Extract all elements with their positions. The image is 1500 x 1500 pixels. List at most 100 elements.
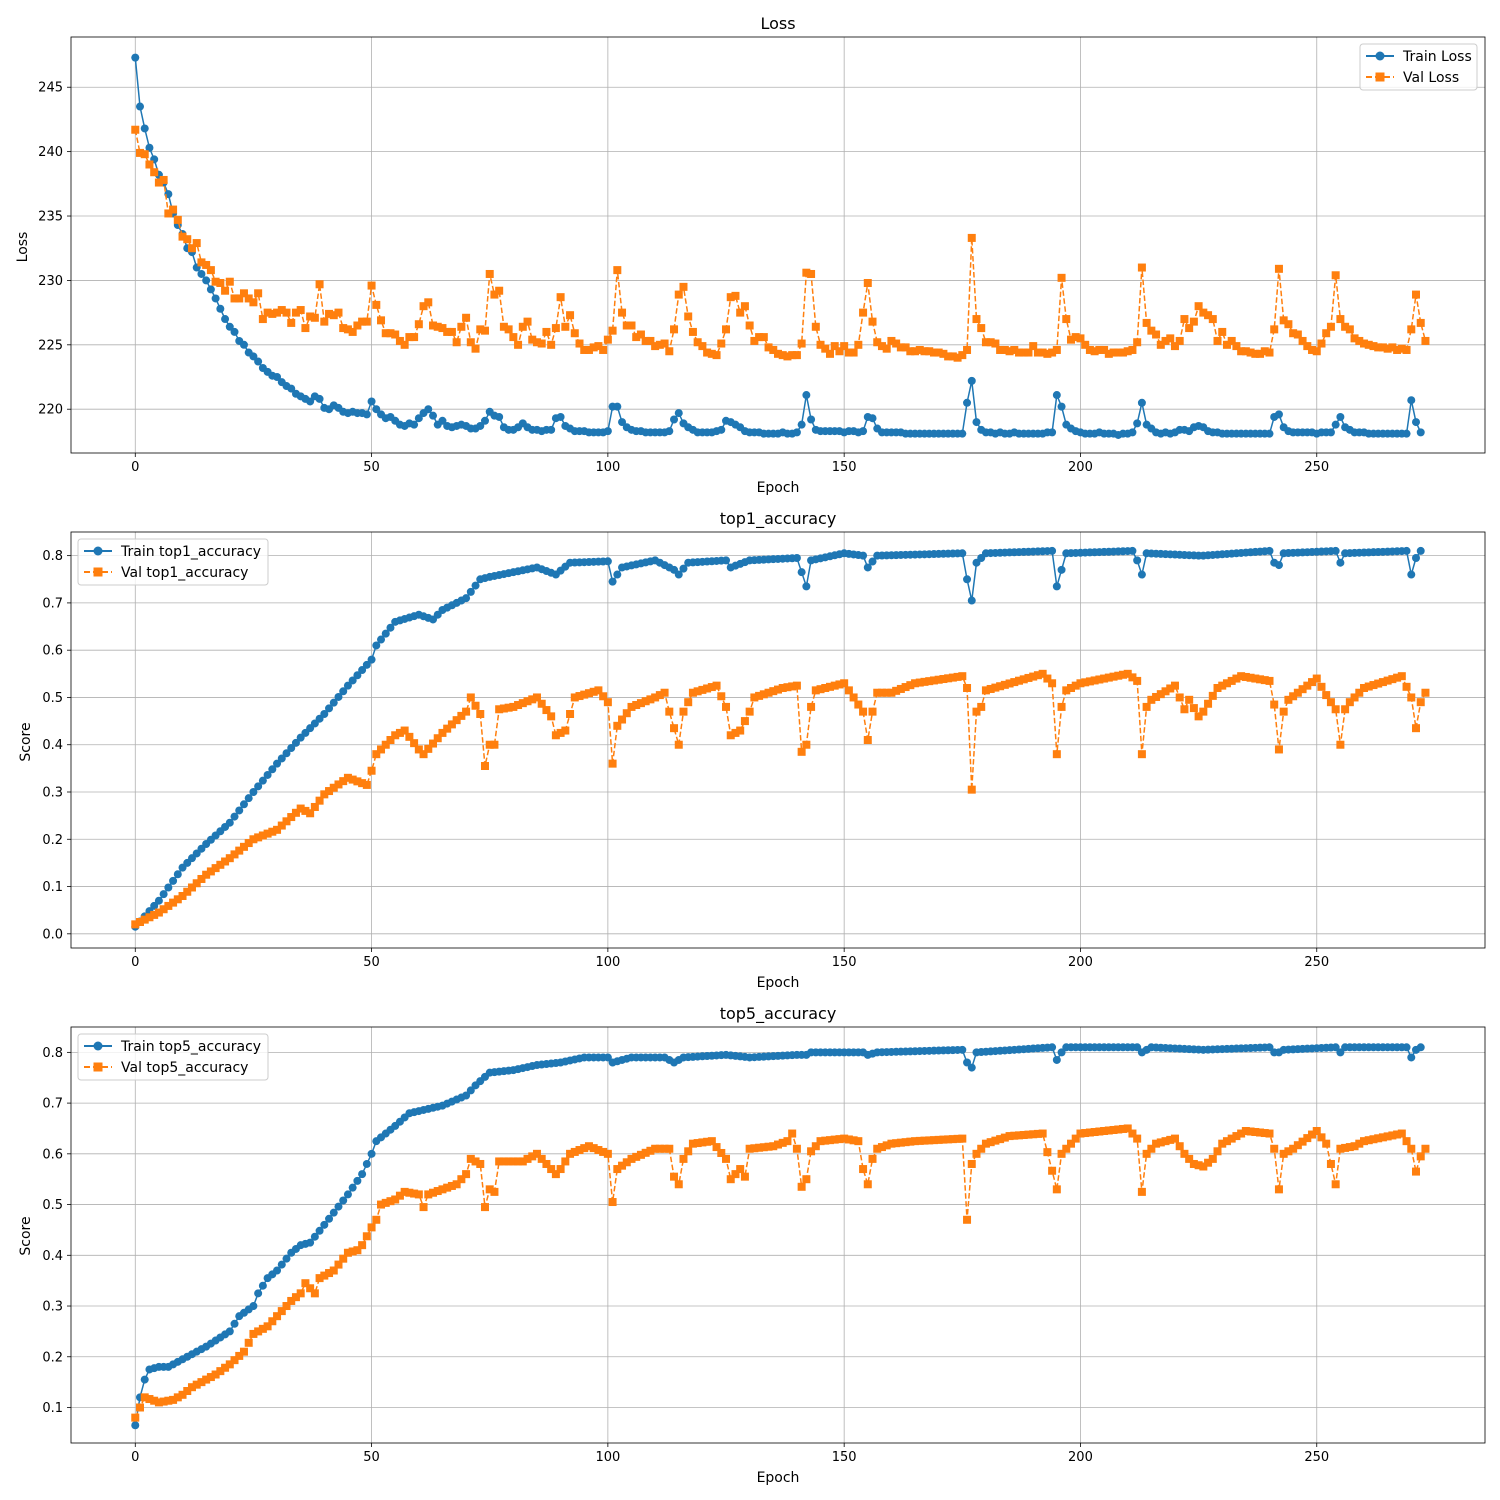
- val-point: [655, 340, 664, 349]
- val-point: [509, 333, 518, 342]
- val-point: [419, 302, 428, 311]
- train-point: [1265, 429, 1274, 438]
- val-point: [414, 745, 423, 754]
- val-point: [1317, 339, 1326, 348]
- val-point: [996, 345, 1005, 354]
- x-axis-label: Epoch: [757, 480, 800, 496]
- val-point: [225, 1360, 234, 1369]
- x-tick-label: 150: [832, 460, 857, 475]
- val-point: [1029, 342, 1038, 351]
- val-point: [471, 344, 480, 353]
- val-point: [863, 278, 872, 287]
- val-point: [1048, 679, 1057, 688]
- x-tick-label: 50: [363, 460, 380, 475]
- val-point: [575, 1146, 584, 1155]
- val-point: [1265, 348, 1274, 357]
- val-point: [495, 1157, 504, 1166]
- val-point: [372, 300, 381, 309]
- val-point: [1000, 345, 1009, 354]
- train-point: [315, 1226, 324, 1235]
- val-point: [1218, 1139, 1227, 1148]
- y-tick-label: 225: [38, 338, 63, 353]
- val-point: [1360, 339, 1369, 348]
- val-point: [915, 1136, 924, 1145]
- legend-val-marker: [93, 567, 103, 577]
- val-point: [547, 712, 556, 721]
- val-point: [329, 1266, 338, 1275]
- val-point: [632, 701, 641, 710]
- train-point: [1274, 561, 1283, 570]
- train-point: [377, 635, 386, 644]
- val-point: [277, 821, 286, 830]
- val-point: [287, 1296, 296, 1305]
- val-point: [759, 1143, 768, 1152]
- val-point: [1232, 342, 1241, 351]
- val-point: [490, 740, 499, 749]
- val-point: [755, 691, 764, 700]
- val-point: [1393, 345, 1402, 354]
- val-point: [986, 1138, 995, 1147]
- val-point: [277, 306, 286, 315]
- val-point: [1062, 686, 1071, 695]
- val-point: [712, 681, 721, 690]
- val-point: [944, 1135, 953, 1144]
- train-point: [230, 812, 239, 821]
- x-tick-label: 150: [832, 955, 857, 970]
- val-point: [414, 320, 423, 329]
- val-point: [131, 1413, 140, 1422]
- val-point: [958, 1134, 967, 1143]
- val-point: [296, 1289, 305, 1298]
- val-point: [358, 317, 367, 326]
- val-point: [584, 1142, 593, 1151]
- train-point: [958, 429, 967, 438]
- val-point: [830, 1135, 839, 1144]
- legend-val-marker: [1375, 72, 1385, 82]
- val-point: [358, 779, 367, 788]
- val-point: [202, 1375, 211, 1384]
- y-tick-label: 0.7: [42, 596, 63, 611]
- val-point: [934, 1135, 943, 1144]
- val-point: [608, 1198, 617, 1207]
- val-point: [1043, 349, 1052, 358]
- val-point: [684, 1147, 693, 1156]
- val-point: [821, 684, 830, 692]
- val-point: [433, 734, 442, 743]
- val-point: [1071, 1134, 1080, 1143]
- val-point: [362, 317, 371, 326]
- train-point: [216, 304, 225, 313]
- val-point: [934, 675, 943, 684]
- val-point: [684, 698, 693, 707]
- x-tick-label: 0: [131, 955, 139, 970]
- val-point: [944, 352, 953, 361]
- val-point: [717, 339, 726, 348]
- val-point: [674, 740, 683, 749]
- val-point: [1213, 336, 1222, 345]
- val-point: [873, 688, 882, 697]
- val-point: [636, 699, 645, 708]
- val-point: [1118, 348, 1127, 357]
- val-point: [258, 831, 267, 840]
- val-point: [1123, 347, 1132, 356]
- val-point: [1397, 344, 1406, 353]
- val-point: [722, 325, 731, 334]
- val-point: [1369, 1135, 1378, 1144]
- legend-train-label: Train top1_accuracy: [120, 544, 261, 560]
- val-point: [670, 1172, 679, 1181]
- val-point: [807, 1147, 816, 1156]
- val-point: [485, 1185, 494, 1194]
- train-point: [282, 749, 291, 758]
- val-point: [863, 1180, 872, 1189]
- val-point: [622, 1158, 631, 1167]
- val-point: [797, 339, 806, 348]
- val-point: [164, 901, 173, 910]
- val-point: [542, 706, 551, 715]
- val-point: [1194, 302, 1203, 311]
- val-point: [996, 682, 1005, 691]
- train-point: [362, 410, 371, 419]
- x-tick-label: 100: [595, 955, 620, 970]
- val-point: [1147, 695, 1156, 704]
- val-point: [1208, 1154, 1217, 1163]
- train-point: [1052, 1055, 1061, 1064]
- val-point: [1293, 688, 1302, 697]
- val-point: [722, 1154, 731, 1163]
